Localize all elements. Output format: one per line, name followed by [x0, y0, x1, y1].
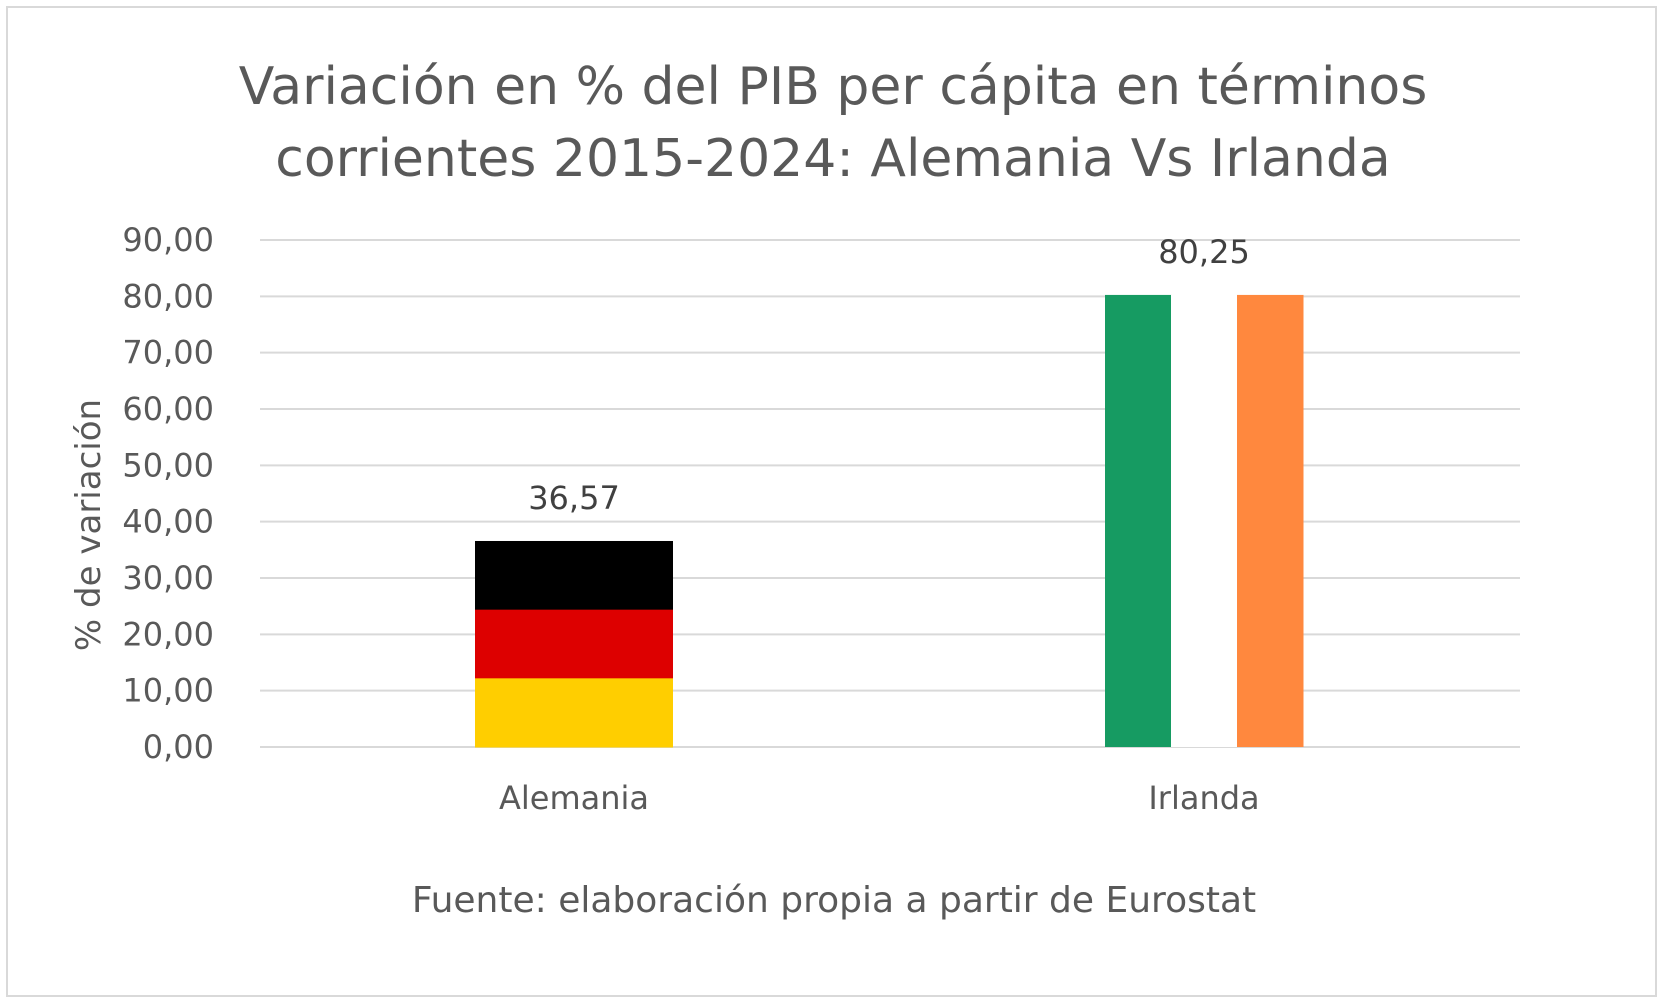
bar-alemania-stripe-1 — [475, 540, 673, 611]
chart-title: Variación en % del PIB per cápita en tér… — [239, 57, 1428, 189]
y-tick-label-0: 0,00 — [143, 728, 214, 766]
bar-alemania-stripe-2 — [475, 609, 673, 679]
y-tick-label-60: 60,00 — [122, 390, 214, 428]
data-labels: 36,57 80,25 — [528, 233, 1250, 517]
y-tick-label-50: 50,00 — [122, 446, 214, 484]
chart-title-line-1: Variación en % del PIB per cápita en tér… — [239, 57, 1428, 117]
bar-irlanda-stripe-1 — [1105, 294, 1172, 747]
y-tick-label-10: 10,00 — [122, 672, 214, 710]
bar-irlanda — [1105, 294, 1304, 747]
y-tick-label-90: 90,00 — [122, 221, 214, 259]
y-axis-tick-labels: 0,00 10,00 20,00 30,00 40,00 50,00 60,00 70,00 8… — [122, 221, 214, 766]
y-axis-title: % de variación — [69, 399, 109, 651]
chart-svg: Variación en % del PIB per cápita en tér… — [69, 57, 1520, 921]
data-label-alemania: 36,57 — [528, 479, 620, 517]
y-tick-label-40: 40,00 — [122, 503, 214, 541]
data-label-irlanda: 80,25 — [1158, 233, 1250, 271]
category-label-irlanda: Irlanda — [1148, 779, 1259, 817]
bar-irlanda-stripe-2 — [1171, 294, 1238, 747]
bar-alemania-stripe-3 — [475, 678, 673, 748]
bar-alemania — [475, 540, 673, 748]
category-label-alemania: Alemania — [499, 779, 649, 817]
x-axis-category-labels: Alemania Irlanda — [499, 779, 1260, 817]
y-tick-label-70: 70,00 — [122, 334, 214, 372]
gridlines — [260, 239, 1520, 748]
bars — [475, 294, 1304, 748]
y-tick-label-80: 80,00 — [122, 277, 214, 315]
chart-frame: Variación en % del PIB per cápita en tér… — [6, 6, 1657, 997]
chart-title-line-2: corrientes 2015-2024: Alemania Vs Irland… — [275, 129, 1391, 189]
bar-irlanda-stripe-3 — [1237, 294, 1304, 747]
x-axis-title-source: Fuente: elaboración propia a partir de E… — [412, 880, 1256, 921]
y-tick-label-30: 30,00 — [122, 559, 214, 597]
y-tick-label-20: 20,00 — [122, 615, 214, 653]
